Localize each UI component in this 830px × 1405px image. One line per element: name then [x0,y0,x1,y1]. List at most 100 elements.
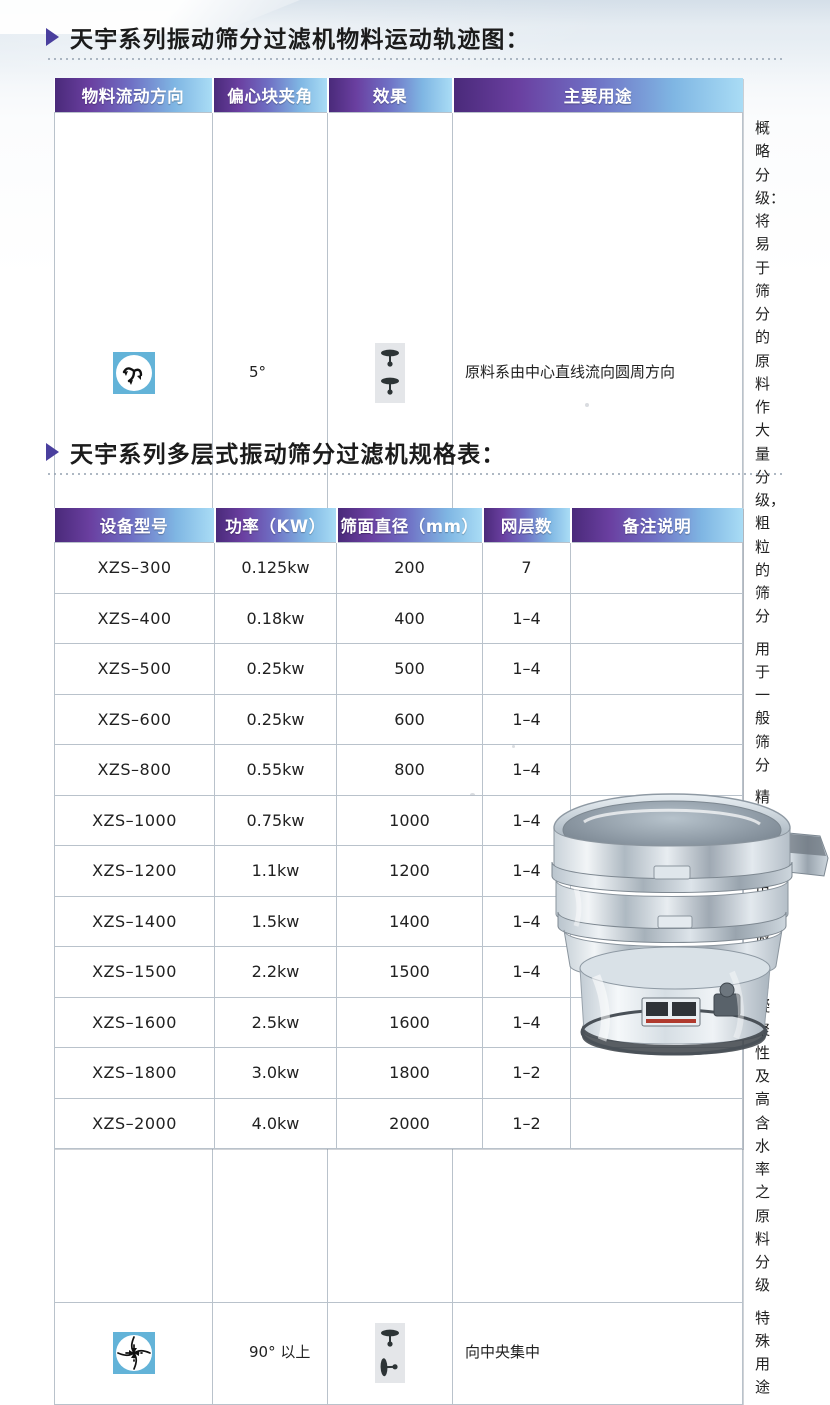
spec-cell-diameter: 2000 [336,1097,483,1149]
spec-cell-layers: 1–4 [482,592,571,644]
spec-cell-diameter: 400 [336,592,483,644]
table-row: XZS–1800 3.0kw 1800 1–2 [54,1047,743,1099]
scan-speck [470,793,475,796]
spec-cell-model: XZS–1000 [54,794,215,846]
spec-cell-power: 0.18kw [214,592,337,644]
spec-cell-layers: 1–4 [482,895,571,947]
spec-cell-note [570,643,743,695]
spec-cell-model: XZS–400 [54,592,215,644]
section-title-spec: 天宇系列多层式振动筛分过滤机规格表： [46,435,506,469]
spec-cell-note [570,542,743,594]
triangle-right-icon [46,443,59,461]
motion-cell-angle: 90° 以上 [212,1301,328,1405]
section-title-motion: 天宇系列振动筛分过滤机物料运动轨迹图： [46,20,530,54]
motion-cell-effect: 向中央集中 [452,1301,743,1405]
spec-cell-model: XZS–300 [54,542,215,594]
spec-cell-diameter: 1600 [336,996,483,1048]
specification-table: 设备型号 功率（KW） 筛面直径（mm） 网层数 备注说明 XZS–300 0.1… [54,508,743,1149]
motion-header-effect: 效果 [327,78,454,113]
table-row: XZS–500 0.25kw 500 1–4 [54,643,743,695]
eccentric-weight-90deg-icon [375,1323,405,1383]
triangle-right-icon [46,28,59,46]
title-dotted-rule-2 [46,473,784,475]
spec-cell-power: 1.1kw [214,845,337,897]
spec-cell-layers: 7 [482,542,571,594]
spec-cell-power: 0.75kw [214,794,337,846]
spec-cell-note [570,845,743,897]
table-row: XZS–1000 0.75kw 1000 1–4 [54,794,743,846]
spec-cell-layers: 1–4 [482,946,571,998]
spec-header-power: 功率（KW） [214,508,338,543]
table-row: XZS–600 0.25kw 600 1–4 [54,693,743,745]
table-row: XZS–1500 2.2kw 1500 1–4 [54,946,743,998]
spec-header-layers: 网层数 [482,508,572,543]
spec-cell-model: XZS–2000 [54,1097,215,1149]
spec-cell-diameter: 1800 [336,1047,483,1099]
spec-cell-diameter: 1200 [336,845,483,897]
spec-cell-model: XZS–1600 [54,996,215,1048]
spec-cell-power: 4.0kw [214,1097,337,1149]
spec-cell-layers: 1–2 [482,1097,571,1149]
spec-cell-diameter: 1400 [336,895,483,947]
table-row: XZS–800 0.55kw 800 1–4 [54,744,743,796]
table-row: XZS–1200 1.1kw 1200 1–4 [54,845,743,897]
spec-cell-diameter: 200 [336,542,483,594]
spec-cell-layers: 1–4 [482,693,571,745]
spec-header-model: 设备型号 [54,508,216,543]
spec-cell-layers: 1–4 [482,643,571,695]
spec-header-note: 备注说明 [570,508,743,543]
converging-cross-icon [112,1332,155,1374]
spec-cell-note [570,1097,743,1149]
spec-cell-model: XZS–600 [54,693,215,745]
scan-speck [585,403,589,407]
three-arrow-outward-icon [112,351,155,394]
spec-cell-diameter: 1000 [336,794,483,846]
spec-cell-model: XZS–1800 [54,1047,215,1099]
motion-cell-weight-icon [327,1301,453,1405]
spec-cell-diameter: 1500 [336,946,483,998]
table-row: XZS–1400 1.5kw 1400 1–4 [54,895,743,947]
motion-cell-flow-icon [54,1301,213,1405]
title-dotted-rule-1 [46,58,784,60]
spec-cell-power: 3.0kw [214,1047,337,1099]
spec-cell-power: 1.5kw [214,895,337,947]
spec-cell-layers: 1–4 [482,845,571,897]
spec-cell-note [570,744,743,796]
spec-cell-diameter: 800 [336,744,483,796]
spec-cell-power: 0.55kw [214,744,337,796]
eccentric-weight-5deg-icon [375,342,405,403]
spec-cell-note [570,592,743,644]
spec-cell-diameter: 600 [336,693,483,745]
spec-cell-layers: 1–4 [482,744,571,796]
table-row: 90° 以上 [54,1301,770,1405]
table-row: XZS–2000 4.0kw 2000 1–2 [54,1097,743,1149]
spec-table-header-row: 设备型号 功率（KW） 筛面直径（mm） 网层数 备注说明 [54,508,743,543]
motion-header-flow: 物料流动方向 [54,78,214,113]
spec-cell-power: 0.25kw [214,643,337,695]
spec-cell-model: XZS–500 [54,643,215,695]
spec-cell-model: XZS–1200 [54,845,215,897]
spec-cell-power: 0.125kw [214,542,337,594]
spec-cell-power: 0.25kw [214,693,337,745]
spec-header-diameter: 筛面直径（mm） [336,508,484,543]
spec-cell-model: XZS–1500 [54,946,215,998]
spec-cell-model: XZS–1400 [54,895,215,947]
section-title-motion-label: 天宇系列振动筛分过滤机物料运动轨迹图： [70,27,530,53]
spec-cell-note [570,794,743,846]
spec-cell-note [570,1047,743,1099]
spec-cell-note [570,946,743,998]
table-row: XZS–400 0.18kw 400 1–4 [54,592,743,644]
table-row: XZS–300 0.125kw 200 7 [54,542,743,594]
spec-cell-note [570,895,743,947]
spec-cell-power: 2.5kw [214,996,337,1048]
motion-header-angle: 偏心块夹角 [212,78,329,113]
spec-cell-layers: 1–2 [482,1047,571,1099]
motion-header-use: 主要用途 [452,78,743,113]
spec-cell-layers: 1–4 [482,996,571,1048]
spec-cell-power: 2.2kw [214,946,337,998]
table-row: XZS–1600 2.5kw 1600 1–4 [54,996,743,1048]
spec-cell-model: XZS–800 [54,744,215,796]
spec-cell-layers: 1–4 [482,794,571,846]
spec-cell-note [570,996,743,1048]
spec-cell-note [570,693,743,745]
